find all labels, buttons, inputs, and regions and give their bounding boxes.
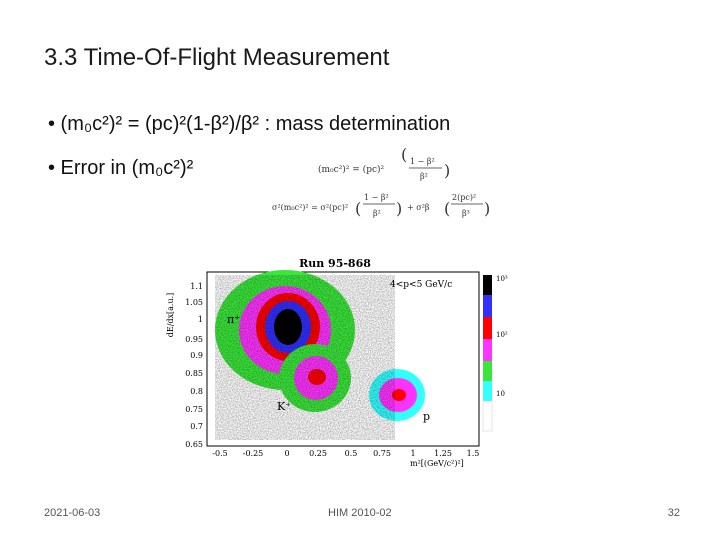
footer-date: 2021-06-03 xyxy=(44,507,101,519)
eq2-num2: 2(pc)² xyxy=(452,193,476,202)
x-tick: 1 xyxy=(410,449,415,458)
scatter-noise xyxy=(215,275,395,440)
kaon-label: K⁺ xyxy=(277,400,291,413)
x-tick: 1.5 xyxy=(467,449,480,458)
tof-heatmap-figure: Run 95-868 4<p<5 GeV/c π⁺ K⁺ p dE/dx[a.u… xyxy=(166,257,508,468)
y-tick: 0.8 xyxy=(190,387,203,396)
y-tick: 1.05 xyxy=(185,298,203,307)
x-tick: 1.25 xyxy=(434,449,452,458)
color-scale-green xyxy=(483,361,492,381)
color-scale: 10³ 10² 10 xyxy=(482,275,508,432)
eq1-lhs: (m₀c²)² = (pc)² xyxy=(318,164,385,175)
color-scale-top: 10³ xyxy=(496,275,508,283)
x-axis-label: m²[(GeV/c²)²] xyxy=(410,459,464,468)
y-tick: 1.1 xyxy=(190,282,203,291)
bullet-error: • Error in (m₀c²)² xyxy=(48,157,194,179)
y-tick: 0.7 xyxy=(190,422,203,431)
y-tick: 0.85 xyxy=(185,369,203,378)
color-scale-mid: 10² xyxy=(496,331,508,339)
color-scale-magenta xyxy=(483,339,492,361)
y-tick: 0.9 xyxy=(190,351,203,360)
eq2-den2: β³ xyxy=(462,209,470,218)
pion-label: π⁺ xyxy=(227,313,240,326)
eq2-rparen2: ) xyxy=(484,199,490,218)
y-axis-label: dE/dx[a.u.] xyxy=(166,293,175,338)
color-scale-cyan xyxy=(483,381,492,401)
y-tick: 0.95 xyxy=(185,335,203,344)
eq2-mid: + σ²β xyxy=(407,203,430,212)
eq1-rparen: ) xyxy=(444,161,450,180)
error-equations: (m₀c²)² = (pc)² ( 1 − β² β² ) σ²(m₀c²)² … xyxy=(272,148,490,218)
x-tick: 0 xyxy=(284,449,289,458)
color-scale-red xyxy=(483,317,492,339)
eq2-lhs: σ²(m₀c²)² = σ²(pc)² xyxy=(272,203,348,212)
color-scale-blue xyxy=(483,295,492,317)
plot-condition: 4<p<5 GeV/c xyxy=(390,280,452,290)
y-tick: 0.75 xyxy=(185,405,203,414)
x-tick: 0.75 xyxy=(373,449,391,458)
x-tick: 0.5 xyxy=(345,449,358,458)
eq2-lparen1: ( xyxy=(355,199,361,218)
footer-page-number: 32 xyxy=(667,507,680,519)
plot-title: Run 95-868 xyxy=(299,257,371,270)
eq1-lparen: ( xyxy=(401,148,407,164)
bullet-mass-formula: • (m₀c²)² = (pc)²(1-β²)/β² : mass determ… xyxy=(48,113,451,135)
y-tick: 0.65 xyxy=(185,440,203,449)
y-tick: 1 xyxy=(198,315,203,324)
color-scale-white xyxy=(482,400,493,432)
eq2-num1: 1 − β² xyxy=(364,193,389,202)
proton-label: p xyxy=(423,410,430,423)
eq1-den: β² xyxy=(420,172,428,181)
eq1-num: 1 − β² xyxy=(410,157,435,166)
y-ticks: 1.1 1.05 1 0.95 0.9 0.85 0.8 0.75 0.7 0.… xyxy=(185,282,203,449)
eq2-lparen2: ( xyxy=(444,199,450,218)
x-ticks: -0.5 -0.25 0 0.25 0.5 0.75 1 1.25 1.5 xyxy=(212,449,479,458)
eq2-rparen1: ) xyxy=(396,199,402,218)
slide-title: 3.3 Time-Of-Flight Measurement xyxy=(44,44,390,71)
x-tick: -0.25 xyxy=(243,449,264,458)
x-tick: -0.5 xyxy=(212,449,227,458)
color-scale-bottom: 10 xyxy=(496,390,505,398)
x-tick: 0.25 xyxy=(309,449,327,458)
footer-center: HIM 2010-02 xyxy=(328,507,392,519)
eq2-den1: β² xyxy=(373,209,381,218)
color-scale-black xyxy=(483,275,492,295)
